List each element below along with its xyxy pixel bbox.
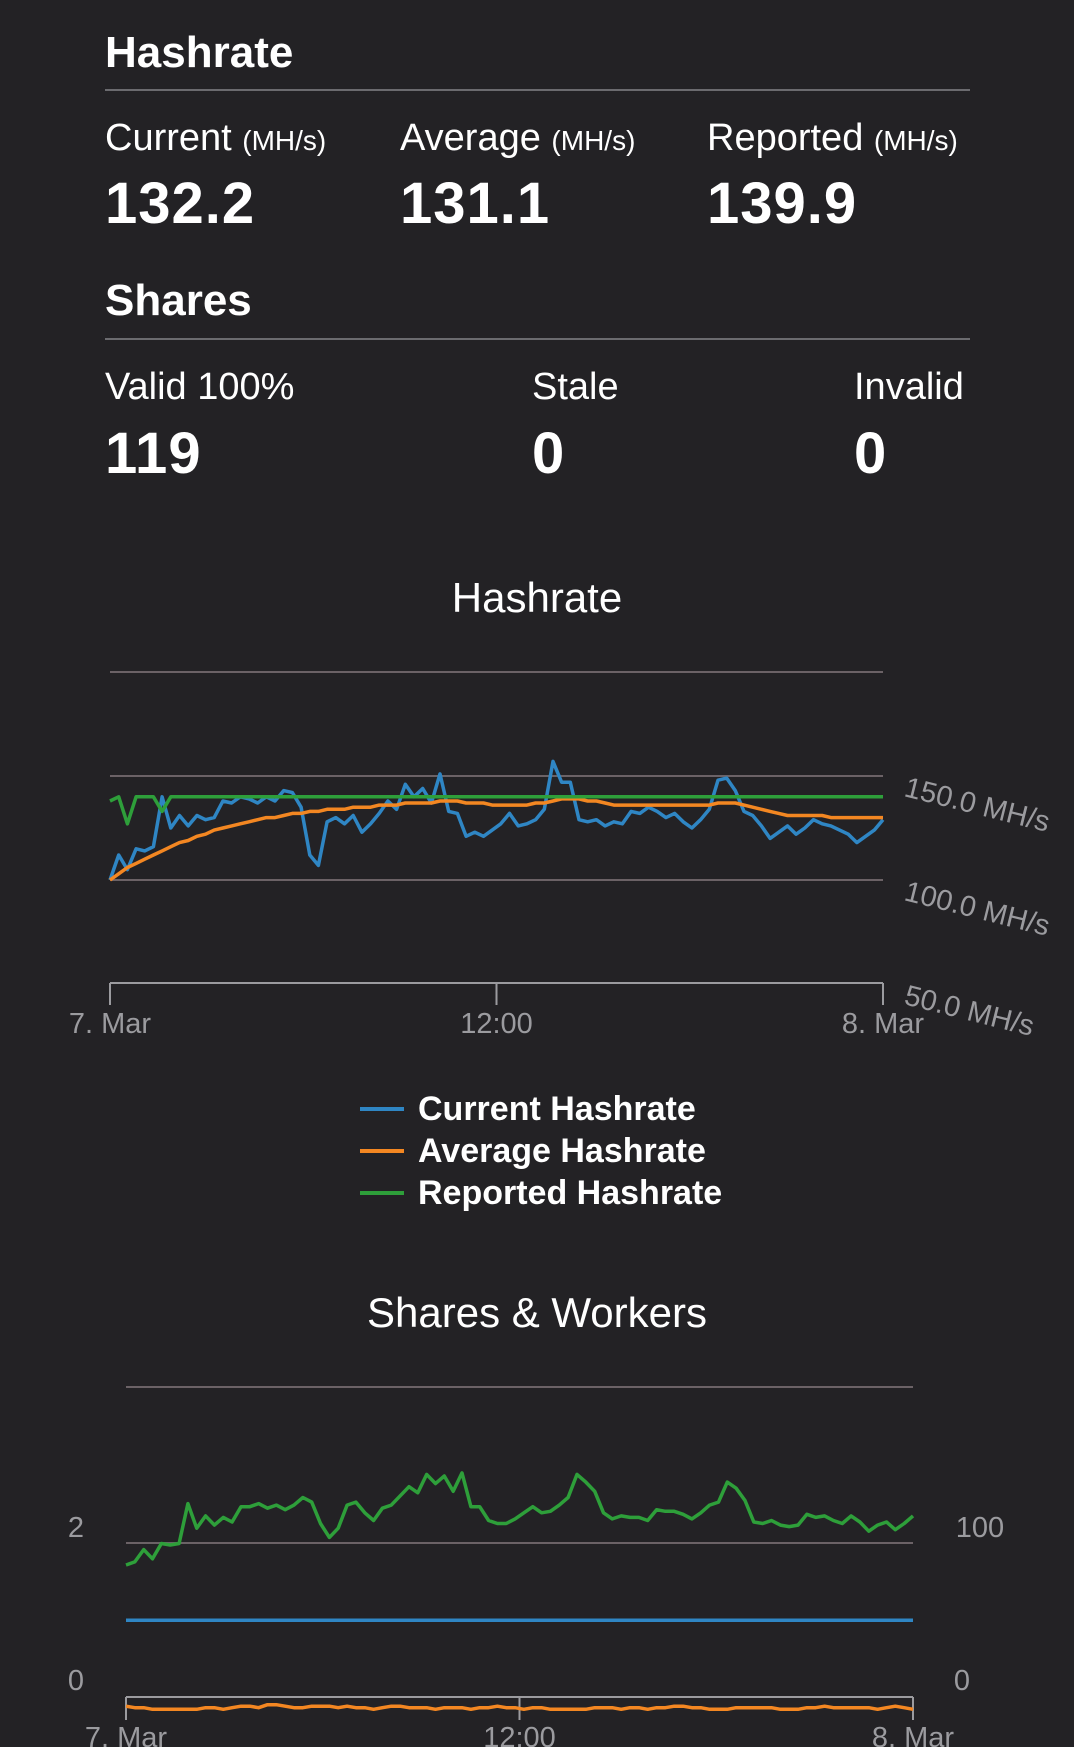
x-tick-label: 12:00 [483, 1722, 556, 1747]
x-tick-label: 7. Mar [69, 1008, 152, 1040]
x-tick-label: 8. Mar [872, 1722, 955, 1747]
right-y-tick-label: 100 [956, 1512, 1004, 1544]
average-hashrate-label: Average (MH/s) [400, 117, 636, 159]
legend-swatch-average [360, 1149, 404, 1153]
invalid-shares-value: 0 [854, 421, 888, 486]
stale-shares-value: 0 [532, 421, 566, 486]
right-y-tick-label: 0 [954, 1665, 970, 1697]
left-y-tick-label: 0 [68, 1665, 84, 1697]
series-line-2 [125, 1702, 914, 1712]
series-line-reported-hashrate [109, 795, 883, 826]
valid-shares-value: 119 [105, 421, 202, 486]
hashrate-section-title: Hashrate [105, 28, 294, 77]
reported-hashrate-value: 139.9 [707, 171, 858, 236]
x-tick-label: 8. Mar [842, 1008, 925, 1040]
left-y-tick-label: 2 [68, 1512, 84, 1544]
current-hashrate-label: Current (MH/s) [105, 117, 327, 159]
current-hashrate-value: 132.2 [105, 171, 256, 236]
series-line-average-hashrate [108, 797, 883, 882]
shares-section-title: Shares [105, 276, 252, 325]
x-tick-label: 7. Mar [85, 1722, 168, 1747]
legend-label-current: Current Hashrate [418, 1089, 696, 1128]
legend-item-average[interactable]: Average Hashrate [360, 1130, 722, 1172]
hashrate-divider [105, 89, 970, 91]
x-tick-label: 12:00 [460, 1008, 533, 1040]
average-hashrate-value: 131.1 [400, 171, 551, 236]
series-line-0 [125, 1471, 915, 1567]
hashrate-chart-title: Hashrate [451, 574, 623, 621]
reported-hashrate-label: Reported (MH/s) [707, 117, 958, 159]
valid-shares-label: Valid 100% [105, 366, 295, 408]
legend-item-reported[interactable]: Reported Hashrate [360, 1172, 722, 1214]
legend-swatch-current [360, 1107, 404, 1111]
invalid-shares-label: Invalid [854, 366, 964, 408]
stale-shares-label: Stale [532, 366, 619, 408]
hashrate-chart-legend: Current Hashrate Average Hashrate Report… [360, 1088, 722, 1214]
shares-workers-chart-title: Shares & Workers [367, 1289, 707, 1336]
legend-label-average: Average Hashrate [418, 1131, 706, 1170]
legend-swatch-reported [360, 1191, 404, 1195]
shares-divider [105, 338, 970, 340]
legend-item-current[interactable]: Current Hashrate [360, 1088, 722, 1130]
legend-label-reported: Reported Hashrate [418, 1173, 723, 1212]
